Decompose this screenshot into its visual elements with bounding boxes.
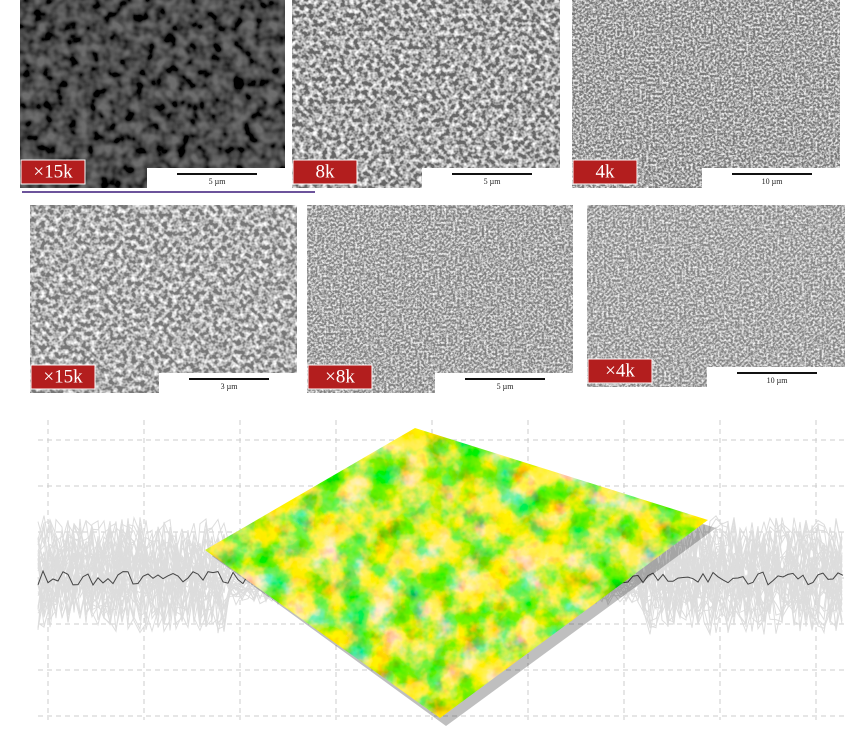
- scale-label: 10 µm: [767, 376, 789, 385]
- sem-image: ×4k 10 µm: [587, 205, 845, 387]
- scale-label: 3 µm: [221, 382, 239, 391]
- scale-label: 5 µm: [209, 177, 227, 186]
- magnification-label: ×15k: [43, 366, 83, 387]
- magnification-label: ×15k: [33, 161, 73, 182]
- sem-image: 4k 10 µm: [572, 0, 840, 188]
- magnification-label: ×4k: [605, 360, 635, 381]
- magnification-label: 4k: [596, 161, 616, 182]
- sem-image: 8k 5 µm: [292, 0, 560, 188]
- magnification-label: 8k: [316, 161, 336, 182]
- scale-label: 5 µm: [484, 177, 502, 186]
- sem-image: ×15k 3 µm: [30, 205, 297, 393]
- scale-label: 5 µm: [497, 382, 515, 391]
- sem-image: ×15k 5 µm: [20, 0, 285, 188]
- magnification-label: ×8k: [325, 366, 355, 387]
- sem-image: ×8k 5 µm: [307, 205, 573, 393]
- figure: ×4k10 µm×8k5 µm×15k3 µm4k10 µm8k5 µm×15k…: [0, 0, 846, 743]
- scale-label: 10 µm: [762, 177, 784, 186]
